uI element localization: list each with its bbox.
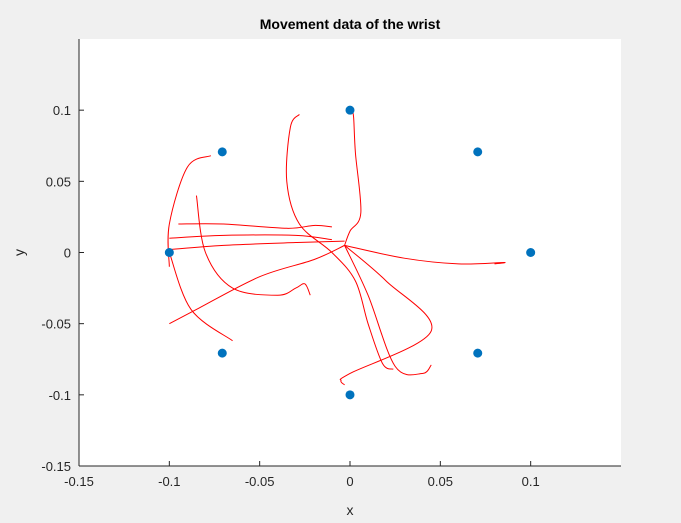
x-tick-label: -0.15 [64,474,94,489]
trajectory-path [344,244,506,265]
trajectory-path [169,234,332,241]
chart-title: Movement data of the wrist [260,16,441,32]
trajectory-path [169,244,345,325]
target-point [164,248,174,257]
target-point [345,105,355,115]
target-point [217,348,227,358]
target-point [217,147,227,157]
x-tick-label: 0.05 [428,474,453,489]
target-point [473,348,483,358]
x-tick-label: 0.1 [522,474,540,489]
y-tick-label: 0 [64,246,71,261]
x-tick-label: -0.1 [158,474,180,489]
y-tick-label: -0.15 [41,459,71,474]
trajectory-path [169,240,345,251]
target-point [526,248,536,257]
target-point [473,147,483,157]
x-axis-label: x [347,502,354,518]
x-tick-label: -0.05 [245,474,275,489]
trajectory-path [339,245,433,386]
plot-area [79,39,621,466]
x-tick-label: 0 [346,474,353,489]
y-axis-label: y [11,249,27,256]
y-tick-label: -0.1 [49,388,71,403]
y-tick-label: -0.05 [41,317,71,332]
trajectory-path [344,109,362,246]
target-point [345,390,355,400]
trajectory-layer [167,109,506,386]
y-tick-label: 0.05 [46,174,71,189]
y-tick-label: 0.1 [53,103,71,118]
axis-layer: -0.15 -0.1 -0.05 0 0.05 0.1 -0.15 -0.1 -0.05 0 0.0… [41,39,621,489]
trajectory-path [168,252,233,342]
target-layer [164,105,536,400]
trajectory-path [344,245,432,376]
trajectory-path [285,114,394,370]
trajectory-path [178,223,332,229]
trajectory-path [195,195,311,296]
